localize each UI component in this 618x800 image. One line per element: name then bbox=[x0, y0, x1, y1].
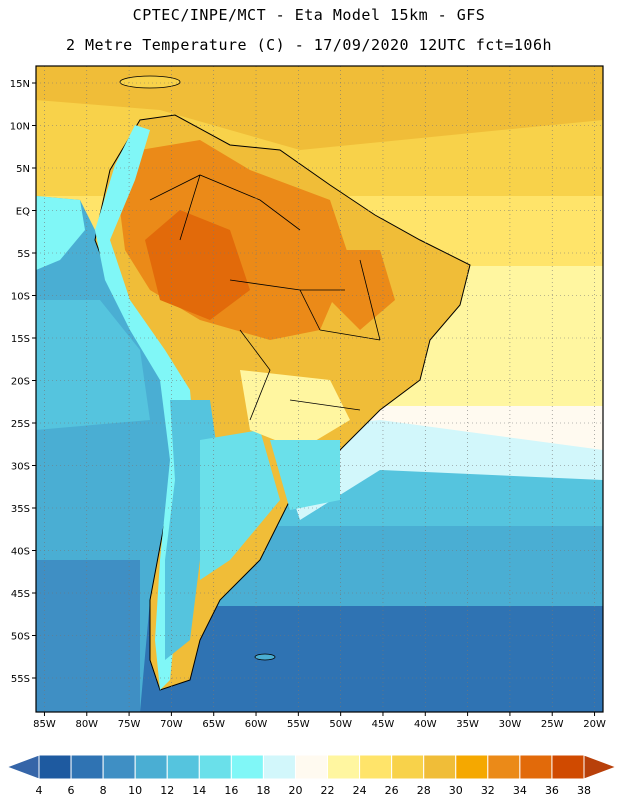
colorbar-label: 24 bbox=[353, 784, 367, 797]
lat-tick-label: 10N bbox=[10, 122, 30, 133]
lat-tick-label: 5N bbox=[16, 164, 30, 175]
colorbar-swatch bbox=[327, 754, 361, 780]
colorbar-swatch bbox=[102, 754, 136, 780]
lat-tick-label: 15N bbox=[10, 79, 30, 90]
colorbar-label: 22 bbox=[321, 784, 335, 797]
colorbar-swatch bbox=[423, 754, 457, 780]
colorbar-label: 10 bbox=[128, 784, 142, 797]
colorbar-label: 4 bbox=[36, 784, 43, 797]
caribbean-field bbox=[36, 66, 603, 150]
map-title-line2: 2 Metre Temperature (C) - 17/09/2020 12U… bbox=[65, 36, 553, 54]
colorbar-swatch bbox=[166, 754, 200, 780]
colorbar-swatch bbox=[487, 754, 521, 780]
colorbar-label: 34 bbox=[513, 784, 527, 797]
argentina-cool-region bbox=[200, 430, 280, 580]
lon-tick-label: 65W bbox=[202, 719, 225, 730]
gridlines bbox=[36, 66, 603, 712]
lon-tick-label: 70W bbox=[160, 719, 183, 730]
lat-tick-label: 20S bbox=[11, 377, 30, 388]
colorbar-high-arrow bbox=[583, 754, 618, 780]
lat-tick-label: 25S bbox=[11, 419, 30, 430]
colorbar-label: 18 bbox=[256, 784, 270, 797]
falkland-islands bbox=[254, 653, 276, 661]
pacific-warm-patch bbox=[36, 196, 85, 270]
lon-tick-label: 75W bbox=[118, 719, 141, 730]
lon-tick-label: 55W bbox=[287, 719, 310, 730]
colorbar-swatch bbox=[359, 754, 393, 780]
interior-max-region bbox=[145, 210, 250, 320]
lat-tick-label: 40S bbox=[11, 547, 30, 558]
map-frame bbox=[35, 65, 604, 713]
lat-tick-label: EQ bbox=[16, 207, 30, 218]
colorbar-swatch bbox=[294, 754, 329, 780]
colorbar-swatch bbox=[519, 754, 553, 780]
colorbar-label: 20 bbox=[288, 784, 302, 797]
colorbar-label: 30 bbox=[449, 784, 463, 797]
lon-tick-label: 20W bbox=[583, 719, 606, 730]
lon-tick-label: 85W bbox=[33, 719, 56, 730]
colorbar-swatch bbox=[38, 754, 72, 780]
paraguay-warm-region bbox=[240, 370, 350, 450]
colorbar-swatch bbox=[134, 754, 168, 780]
lon-tick-label: 40W bbox=[414, 719, 437, 730]
pacific-mid-patch bbox=[36, 300, 150, 430]
colorbar-label: 14 bbox=[192, 784, 206, 797]
cerrado-hot-region bbox=[330, 250, 395, 330]
lat-tick-label: 10S bbox=[11, 292, 30, 303]
map-title-line1: CPTEC/INPE/MCT - Eta Model 15km - GFS bbox=[132, 6, 486, 24]
lat-tick-label: 30S bbox=[11, 462, 30, 473]
axis-ticks: 85W 80W 75W 70W 65W 60W 55W 50W 45W 40W 35W 30W 25W 2… bbox=[10, 79, 606, 730]
colorbar-label: 38 bbox=[577, 784, 591, 797]
colorbar-swatch bbox=[551, 754, 585, 780]
cuba-island bbox=[119, 75, 181, 89]
lat-tick-label: 15S bbox=[11, 334, 30, 345]
map-area bbox=[36, 66, 603, 712]
lon-tick-label: 25W bbox=[541, 719, 564, 730]
lat-tick-label: 50S bbox=[11, 632, 30, 643]
south-atlantic-cool-tongue bbox=[270, 420, 603, 520]
colorbar-label: 28 bbox=[417, 784, 431, 797]
lon-tick-label: 35W bbox=[456, 719, 479, 730]
colorbar-swatch bbox=[70, 754, 104, 780]
colorbar-label: 26 bbox=[385, 784, 399, 797]
colorbar-swatch bbox=[230, 754, 264, 780]
colorbar-label: 6 bbox=[68, 784, 75, 797]
lat-tick-label: 5S bbox=[17, 249, 30, 260]
colorbar-swatch bbox=[391, 754, 425, 780]
colorbar-label: 12 bbox=[160, 784, 174, 797]
colorbar-swatch bbox=[262, 754, 296, 780]
lat-tick-label: 55S bbox=[11, 674, 30, 685]
country-borders bbox=[149, 174, 381, 421]
lon-tick-label: 80W bbox=[75, 719, 98, 730]
colorbar-low-arrow bbox=[5, 754, 40, 780]
colorbar-label: 8 bbox=[100, 784, 107, 797]
lat-tick-label: 35S bbox=[11, 504, 30, 515]
colorbar-label: 36 bbox=[545, 784, 559, 797]
lon-tick-label: 30W bbox=[499, 719, 522, 730]
lon-tick-label: 45W bbox=[372, 719, 395, 730]
lat-tick-label: 45S bbox=[11, 589, 30, 600]
pacific-south-patch bbox=[36, 560, 140, 712]
lon-tick-label: 60W bbox=[245, 719, 268, 730]
lon-tick-label: 50W bbox=[329, 719, 352, 730]
colorbar: 4 6 8 10 12 14 16 18 20 22 24 26 28 30 32 34 36 38 bbox=[5, 754, 618, 797]
colorbar-label: 16 bbox=[224, 784, 238, 797]
colorbar-label: 32 bbox=[481, 784, 495, 797]
colorbar-swatch bbox=[198, 754, 232, 780]
colorbar-swatch bbox=[455, 754, 489, 780]
uruguay-cool-region bbox=[270, 440, 340, 510]
